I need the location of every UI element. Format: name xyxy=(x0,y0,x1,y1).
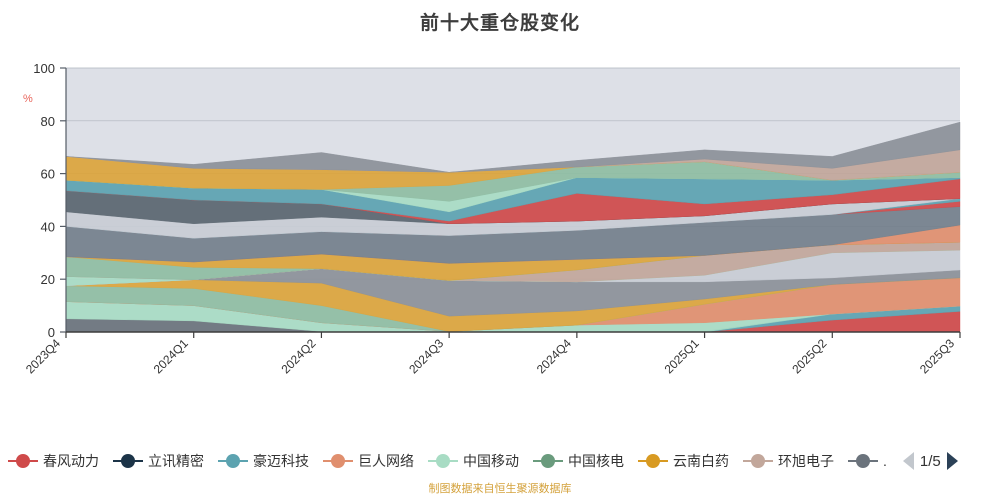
legend-item-7[interactable]: 环旭电子 xyxy=(743,451,834,471)
legend-item-label: 中国移动 xyxy=(463,453,519,469)
legend-marker-icon xyxy=(323,454,353,468)
legend-item-6[interactable]: 云南白药 xyxy=(638,451,729,471)
stacked-area-chart[interactable]: 0 20 40 60 80 100% 2023Q4 2024Q1 2024Q2 2024Q3 202… xyxy=(0,40,1000,400)
legend-item-label: 云南白药 xyxy=(673,453,729,469)
chart-plot-area[interactable]: 0 20 40 60 80 100% 2023Q4 2024Q1 2024Q2 2024Q3 202… xyxy=(0,40,1000,400)
y-axis-tick-label: 20 xyxy=(41,272,55,287)
legend-item-label: 巨人网络 xyxy=(358,453,414,469)
y-axis-tick-label: 40 xyxy=(41,219,55,234)
x-axis-tick-label: 2025Q1 xyxy=(662,336,702,376)
y-axis-tick-label: 100 xyxy=(33,61,55,76)
footer-note: 制图数据来自恒生聚源数据库 xyxy=(428,483,572,495)
legend-marker-icon xyxy=(848,454,878,468)
x-axis-tick-label: 2024Q1 xyxy=(151,336,191,376)
legend-dot-icon xyxy=(226,454,240,468)
legend-marker-icon xyxy=(638,454,668,468)
x-axis-tick-label: 2025Q2 xyxy=(789,336,829,376)
y-axis-tick-label: 80 xyxy=(41,114,55,129)
triangle-right-icon[interactable] xyxy=(946,452,958,470)
legend-item-0[interactable]: 春风动力 xyxy=(8,451,99,471)
y-axis-tick-label: 60 xyxy=(41,167,55,182)
area-bands-group xyxy=(65,121,961,333)
legend-item-2[interactable]: 豪迈科技 xyxy=(218,451,309,471)
y-axis-tick-label: 0 xyxy=(48,325,55,340)
legend-item-label: 中国核电 xyxy=(568,453,624,469)
pagination-count: 1/5 xyxy=(919,452,941,470)
legend-dot-icon xyxy=(856,454,870,468)
legend-dot-icon xyxy=(541,454,555,468)
x-axis-tick-label: 2024Q3 xyxy=(406,336,446,376)
legend-dot-icon xyxy=(331,454,345,468)
legend-item-1[interactable]: 立讯精密 xyxy=(113,451,204,471)
legend-dot-icon xyxy=(121,454,135,468)
legend-marker-icon xyxy=(113,454,143,468)
x-axis-tick-label: 2024Q4 xyxy=(534,336,574,376)
legend-item-label: 豪迈科技 xyxy=(253,453,309,469)
legend-marker-icon xyxy=(743,454,773,468)
y-axis-unit-label: % xyxy=(23,93,33,105)
legend-marker-icon xyxy=(428,454,458,468)
legend-marker-icon xyxy=(533,454,563,468)
legend-item-label: 春风动力 xyxy=(43,453,99,469)
legend-dot-icon xyxy=(751,454,765,468)
x-axis-tick-label: 2025Q3 xyxy=(917,336,957,376)
legend-item-4[interactable]: 中国移动 xyxy=(428,451,519,471)
legend-marker-icon xyxy=(218,454,248,468)
legend-dot-icon xyxy=(646,454,660,468)
chart-legend[interactable]: 春风动力 立讯精密 豪迈科技 巨人网络 中国移动 中国核电 云南白药 环旭电子. 1/5 xyxy=(0,444,1000,478)
x-axis-tick-label: 2024Q2 xyxy=(278,336,318,376)
legend-marker-icon xyxy=(8,454,38,468)
area-band[interactable] xyxy=(65,121,961,173)
legend-item-5[interactable]: 中国核电 xyxy=(533,451,624,471)
legend-item-label: 立讯精密 xyxy=(148,453,204,469)
triangle-left-icon[interactable] xyxy=(902,452,914,470)
legend-dot-icon xyxy=(436,454,450,468)
legend-item-3[interactable]: 巨人网络 xyxy=(323,451,414,471)
page-title: 前十大重仓股变化 xyxy=(419,13,580,34)
legend-dot-icon xyxy=(16,454,30,468)
legend-item-8[interactable]: . xyxy=(848,453,887,469)
legend-item-label: 环旭电子 xyxy=(778,453,834,469)
x-axis-tick-label: 2023Q4 xyxy=(23,336,63,376)
legend-pagination[interactable]: 1/5 xyxy=(902,452,958,470)
legend-item-label: . xyxy=(883,453,887,469)
